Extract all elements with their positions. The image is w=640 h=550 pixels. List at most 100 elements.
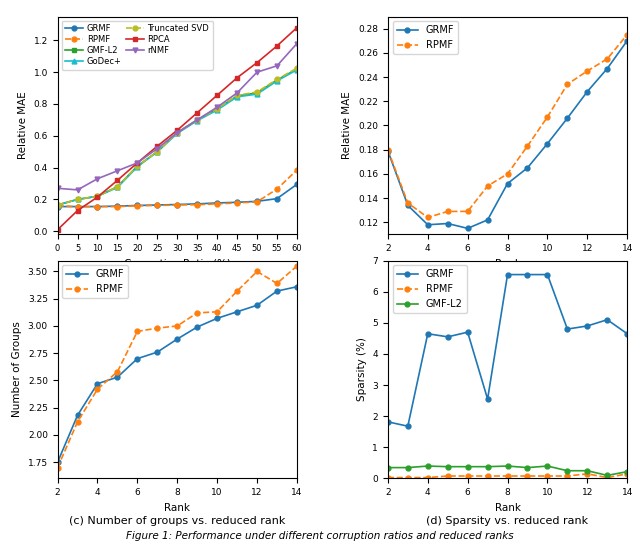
RPMF — [113, 368, 121, 375]
GMF-L2 — [113, 183, 121, 190]
GRMF — [484, 217, 492, 223]
RPMF — [193, 201, 201, 208]
RPMF — [484, 183, 492, 189]
GRMF — [193, 324, 201, 331]
RPCA — [173, 127, 181, 134]
GRMF — [584, 88, 591, 95]
Truncated SVD — [293, 65, 301, 72]
GRMF — [464, 329, 472, 336]
RPMF — [293, 167, 301, 173]
RPMF — [74, 204, 81, 210]
RPMF — [444, 472, 452, 479]
GoDec+ — [253, 91, 261, 97]
RPMF — [424, 474, 431, 481]
GRMF — [154, 349, 161, 355]
Line: GRMF: GRMF — [55, 182, 300, 209]
RPMF — [134, 202, 141, 209]
GMF-L2 — [623, 469, 631, 475]
RPMF — [93, 386, 101, 393]
RPCA — [134, 160, 141, 166]
RPMF — [253, 268, 261, 275]
RPMF — [384, 474, 392, 481]
GMF-L2 — [93, 193, 101, 200]
GoDec+ — [134, 163, 141, 170]
Truncated SVD — [213, 106, 221, 112]
GRMF — [484, 396, 492, 403]
RPCA — [193, 109, 201, 116]
RPMF — [384, 146, 392, 153]
GMF-L2 — [293, 65, 301, 72]
RPCA — [113, 177, 121, 184]
Truncated SVD — [233, 92, 241, 98]
Truncated SVD — [93, 193, 101, 200]
GRMF — [524, 271, 531, 278]
RPMF — [293, 263, 301, 270]
RPMF — [154, 325, 161, 332]
RPMF — [524, 143, 531, 150]
Line: GRMF: GRMF — [385, 39, 630, 231]
GRMF — [154, 202, 161, 208]
GoDec+ — [293, 67, 301, 73]
RPMF — [213, 309, 221, 315]
RPMF — [464, 472, 472, 479]
GRMF — [54, 204, 61, 210]
Line: GRMF: GRMF — [385, 272, 630, 428]
Title: (d) Sparsity vs. reduced rank: (d) Sparsity vs. reduced rank — [426, 516, 589, 526]
Legend: GRMF, RPMF, GMF-L2: GRMF, RPMF, GMF-L2 — [393, 266, 467, 313]
RPMF — [464, 208, 472, 214]
RPMF — [74, 419, 81, 425]
GoDec+ — [93, 193, 101, 200]
Title: (b) reconstruction error vs. reduced rank: (b) reconstruction error vs. reduced ran… — [394, 272, 621, 282]
Line: GMF-L2: GMF-L2 — [385, 464, 630, 478]
GMF-L2 — [484, 463, 492, 470]
GRMF — [424, 222, 431, 228]
GoDec+ — [273, 78, 281, 84]
GMF-L2 — [154, 148, 161, 155]
GRMF — [233, 199, 241, 206]
GRMF — [213, 315, 221, 322]
Truncated SVD — [173, 129, 181, 136]
rNMF — [154, 145, 161, 152]
GMF-L2 — [213, 106, 221, 112]
GRMF — [444, 333, 452, 340]
RPMF — [604, 56, 611, 62]
X-axis label: Rank: Rank — [495, 258, 520, 269]
rNMF — [273, 63, 281, 69]
RPCA — [233, 74, 241, 81]
X-axis label: Rank: Rank — [495, 503, 520, 513]
rNMF — [293, 40, 301, 47]
RPMF — [233, 288, 241, 294]
RPMF — [623, 31, 631, 38]
RPMF — [253, 199, 261, 205]
RPCA — [54, 227, 61, 233]
GRMF — [424, 331, 431, 337]
GRMF — [444, 220, 452, 227]
GMF-L2 — [273, 77, 281, 84]
GoDec+ — [54, 202, 61, 208]
RPMF — [584, 471, 591, 477]
GRMF — [273, 195, 281, 202]
RPMF — [273, 280, 281, 287]
Text: Figure 1: Performance under different corruption ratios and reduced ranks: Figure 1: Performance under different co… — [126, 531, 514, 541]
GoDec+ — [154, 148, 161, 155]
RPMF — [584, 68, 591, 74]
GRMF — [213, 200, 221, 206]
GRMF — [173, 201, 181, 208]
rNMF — [74, 186, 81, 193]
RPMF — [404, 474, 412, 481]
GRMF — [134, 202, 141, 209]
GMF-L2 — [193, 117, 201, 123]
rNMF — [233, 90, 241, 96]
RPMF — [134, 328, 141, 335]
GoDec+ — [113, 184, 121, 191]
Truncated SVD — [113, 183, 121, 190]
RPCA — [93, 194, 101, 200]
Line: RPMF: RPMF — [55, 263, 300, 470]
GMF-L2 — [253, 90, 261, 96]
GoDec+ — [233, 94, 241, 100]
Line: RPMF: RPMF — [385, 471, 630, 480]
RPMF — [623, 471, 631, 477]
Truncated SVD — [193, 117, 201, 123]
GRMF — [193, 201, 201, 207]
GRMF — [233, 309, 241, 315]
